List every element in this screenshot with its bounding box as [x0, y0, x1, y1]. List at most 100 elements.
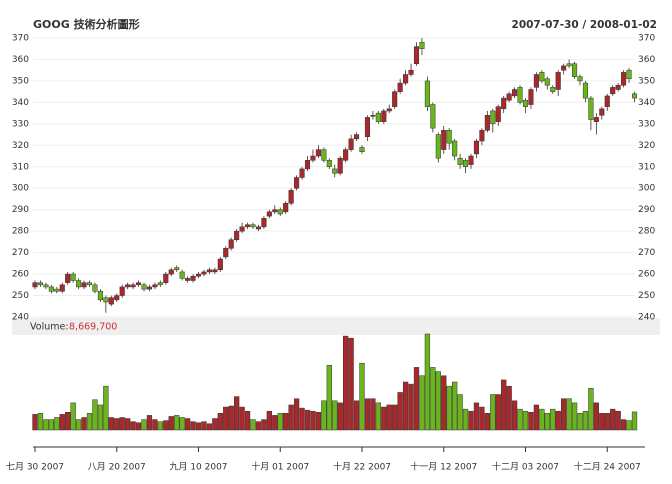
volume-bar — [163, 420, 169, 431]
volume-bar — [528, 412, 534, 431]
volume-bar — [424, 333, 431, 431]
volume-bar — [212, 418, 218, 431]
volume-bar — [184, 418, 191, 431]
volume-bar — [430, 367, 436, 431]
candle-body — [32, 282, 38, 288]
volume-bar — [43, 419, 49, 431]
candle-body — [168, 269, 174, 275]
y-tick-label-right: 260 — [638, 270, 655, 280]
candle-body — [114, 295, 120, 301]
volume-bar — [610, 408, 616, 431]
candle-body — [146, 286, 152, 290]
volume-bar — [266, 410, 273, 431]
volume-bar — [54, 417, 60, 431]
volume-bar — [386, 404, 392, 431]
candle-body — [593, 117, 599, 122]
candle-body — [582, 82, 589, 99]
candle-body — [348, 138, 354, 150]
volume-bar — [174, 415, 180, 431]
candle-body — [588, 97, 594, 120]
candle-body — [70, 273, 76, 281]
candle-body — [610, 87, 616, 95]
volume-bar — [310, 410, 316, 431]
volume-bar — [566, 398, 572, 431]
candle-body — [294, 177, 300, 189]
y-tick-label-right: 360 — [638, 55, 655, 65]
volume-bar — [511, 400, 518, 431]
candle-body — [555, 72, 561, 90]
candle-body — [59, 284, 65, 292]
volume-bar — [615, 410, 621, 431]
volume-bar — [479, 406, 485, 431]
candle-body — [86, 282, 93, 286]
candle-body — [201, 271, 207, 275]
volume-bar — [135, 422, 142, 431]
candle-body — [125, 284, 131, 288]
y-tick-label: 290 — [12, 205, 29, 215]
candle-body — [130, 284, 136, 288]
volume-bar — [37, 413, 44, 431]
volume-bar — [473, 402, 480, 431]
candle-body — [266, 211, 272, 217]
candle-body — [419, 42, 425, 49]
volume-bar — [299, 407, 305, 431]
candle-body — [65, 273, 71, 283]
volume-bar — [157, 421, 163, 431]
candle-body — [103, 297, 109, 303]
volume-bar — [244, 410, 251, 431]
candle-body — [97, 290, 103, 301]
volume-bar — [321, 400, 327, 431]
volume-bar — [141, 419, 147, 431]
candle-body — [261, 218, 267, 228]
y-tick-label: 280 — [12, 227, 29, 237]
volume-bar — [522, 410, 529, 431]
volume-bar — [152, 419, 158, 431]
volume-bar — [620, 419, 627, 431]
candle-body — [212, 269, 218, 273]
volume-bar — [408, 383, 414, 431]
candle-body — [174, 267, 180, 271]
x-tick-label: 九月 10 2007 — [169, 462, 227, 473]
volume-bar — [283, 413, 289, 431]
volume-bar — [223, 406, 229, 431]
candle-body — [108, 297, 114, 305]
candle-body — [626, 69, 632, 80]
y-tick-label: 310 — [12, 162, 29, 172]
candle-body — [119, 286, 125, 296]
volume-bar — [582, 410, 589, 431]
y-tick-label-right: 280 — [638, 227, 655, 237]
volume-bar — [370, 398, 376, 431]
x-tick-label: 十二月 03 2007 — [492, 461, 559, 473]
volume-bar — [81, 417, 87, 431]
volume-bar — [261, 419, 267, 431]
candle-body — [446, 130, 452, 144]
candle-body — [179, 271, 185, 279]
volume-bar — [97, 404, 104, 431]
y-tick-label-right: 370 — [638, 34, 655, 44]
y-tick-label-right: 320 — [638, 141, 655, 151]
candle-body — [441, 130, 447, 150]
candle-body — [48, 286, 54, 292]
volume-bar — [435, 371, 441, 431]
y-tick-label-right: 340 — [638, 98, 655, 108]
candle-body — [479, 130, 485, 142]
candle-body — [408, 69, 414, 75]
x-tick-label: 七月 30 2007 — [6, 462, 64, 473]
candle-body — [392, 91, 398, 107]
volume-bar — [539, 408, 545, 431]
volume-header — [12, 318, 660, 335]
y-tick-label: 300 — [12, 184, 29, 194]
candle-body — [544, 78, 550, 86]
candle-body — [621, 72, 627, 86]
volume-bar — [626, 420, 632, 431]
volume-bar — [288, 404, 294, 431]
y-tick-label-right: 240 — [638, 313, 655, 323]
y-tick-label: 270 — [12, 248, 29, 258]
y-tick-label: 320 — [12, 141, 29, 151]
candle-body — [359, 147, 365, 152]
candle-body — [136, 282, 142, 286]
candle-body — [424, 80, 430, 107]
volume-bar — [70, 402, 76, 431]
volume-bar — [550, 408, 556, 431]
candle-body — [217, 258, 223, 271]
